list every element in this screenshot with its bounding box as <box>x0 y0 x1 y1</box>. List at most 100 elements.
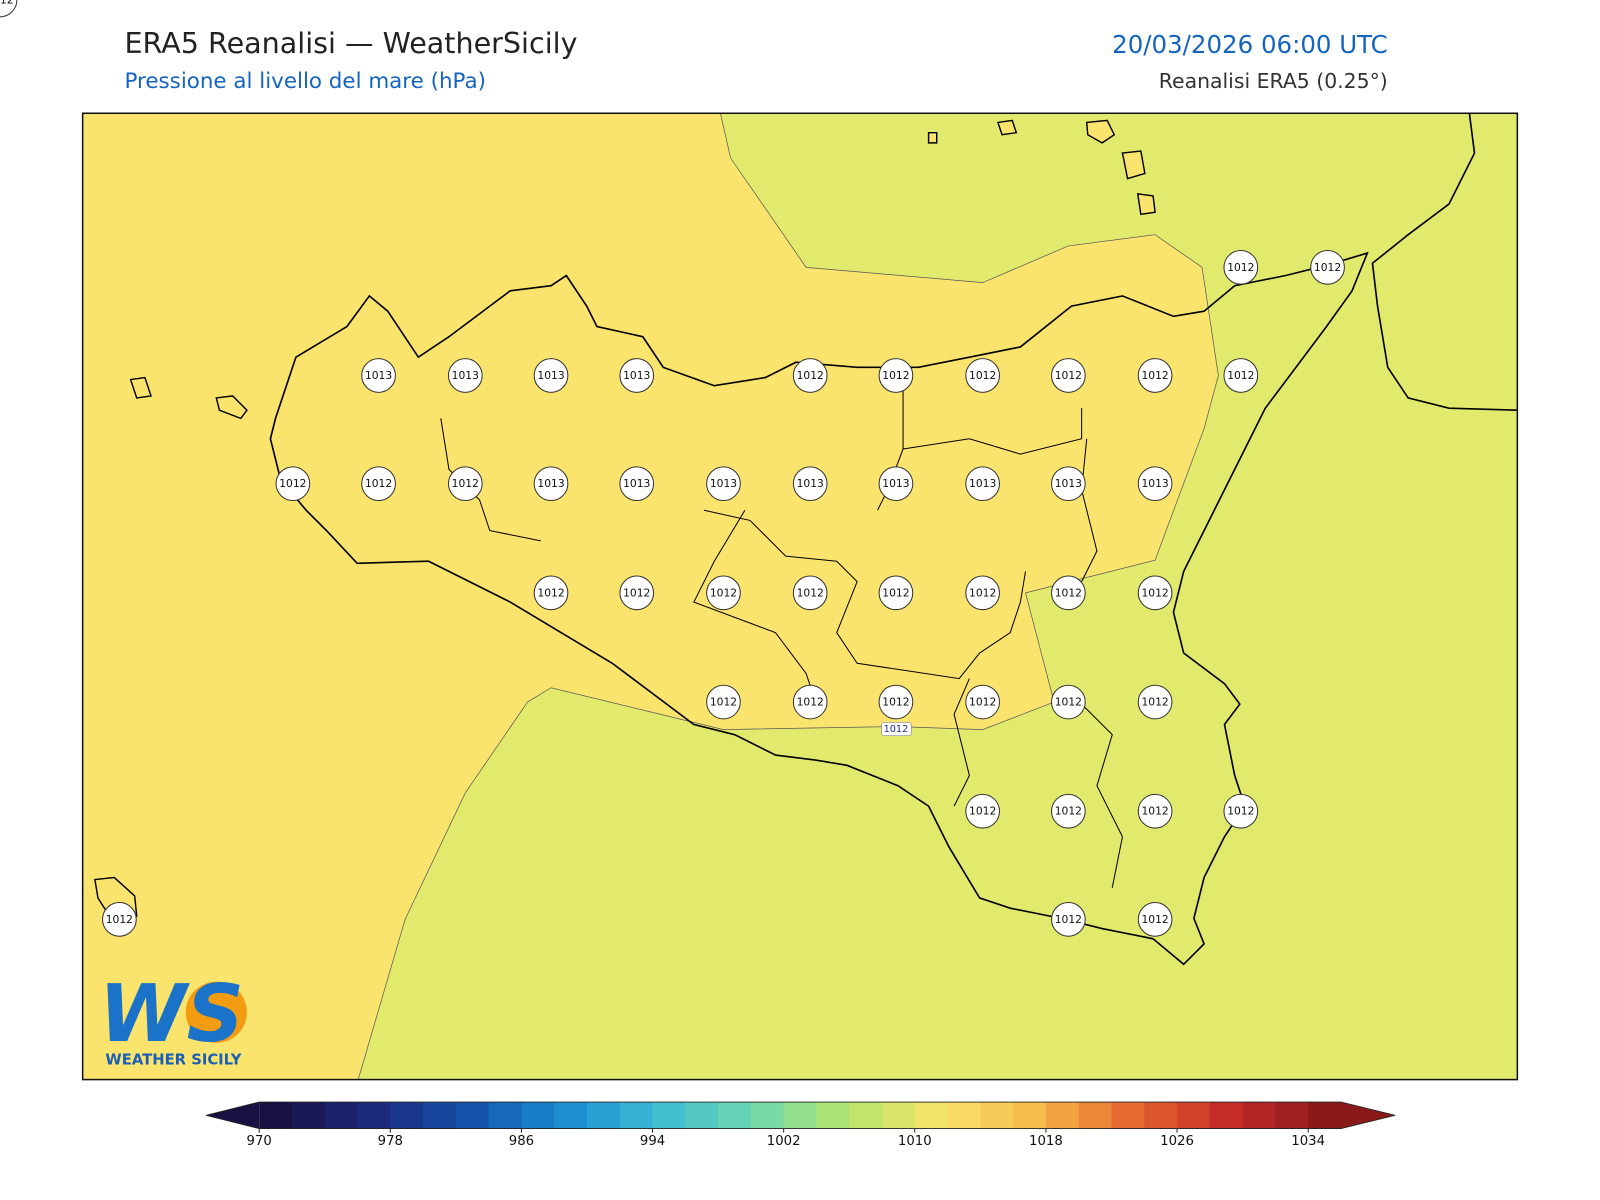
station-value: 1013 <box>537 477 564 490</box>
station-value: 1012 <box>106 913 133 926</box>
station: 1013 <box>706 466 741 502</box>
station-value: 1012 <box>1227 369 1254 382</box>
station-value: 1012 <box>452 477 479 490</box>
station: 1013 <box>447 358 483 393</box>
colorbar-tick-label: 986 <box>509 1134 534 1149</box>
station: 1013 <box>878 466 914 502</box>
station: 1012 <box>619 575 655 611</box>
station-value: 1012 <box>882 696 909 709</box>
island-lipari <box>1085 119 1156 216</box>
station-marker <box>792 466 828 502</box>
island-egadi <box>94 119 1018 922</box>
station-marker <box>792 684 828 720</box>
station: 1012 <box>965 575 1000 611</box>
stations: 1013 1013 1013 1013 1012 1012 1012 1012 1012 1012… <box>0 0 1345 937</box>
colorbar-extend-low <box>206 1102 260 1129</box>
station-value: 1012 <box>1227 261 1254 274</box>
colorbar-segment <box>1111 1102 1145 1129</box>
station-marker <box>965 684 1000 720</box>
station-marker <box>706 466 741 502</box>
colorbar-segment <box>1177 1102 1211 1129</box>
colorbar-segment <box>488 1102 522 1129</box>
station: 1013 <box>1051 466 1086 502</box>
station-marker <box>878 684 914 720</box>
station: 1012 <box>533 575 569 611</box>
colorbar-segment <box>816 1102 850 1129</box>
colorbar-segment <box>1013 1102 1047 1129</box>
station: 1012 <box>792 358 828 393</box>
station-value: 1012 <box>882 586 909 599</box>
contour-label-box <box>881 722 912 737</box>
station: 1012 <box>1137 902 1173 937</box>
colorbar-segment <box>619 1102 654 1129</box>
station: 1012 <box>1051 684 1086 720</box>
station: 1012 <box>102 902 137 937</box>
station: 1012 <box>706 684 741 720</box>
station-value: 1013 <box>882 477 909 490</box>
station: 1012 <box>1223 249 1259 285</box>
colorbar-segment <box>1242 1102 1276 1129</box>
station: 1012 <box>1051 902 1086 937</box>
logo: WS WEATHER SICILY <box>99 967 247 1068</box>
station-value: 1012 <box>1055 586 1082 599</box>
colorbar-extend-high <box>1340 1102 1396 1129</box>
station-marker <box>1051 684 1086 720</box>
station-marker <box>1310 249 1345 285</box>
colorbar-segment <box>652 1102 686 1129</box>
station-value: 1013 <box>710 477 737 490</box>
station-marker <box>1223 358 1259 393</box>
station: 1013 <box>965 466 1000 502</box>
station-marker <box>1137 793 1173 829</box>
colorbar-segment <box>390 1102 424 1129</box>
station-marker <box>1223 793 1259 829</box>
title: ERA5 Reanalisi — WeatherSicily <box>124 26 577 60</box>
station-value: 1013 <box>797 477 824 490</box>
station: 1012 <box>965 358 1000 393</box>
station-marker <box>533 358 569 393</box>
station: 1012 <box>965 793 1000 829</box>
station-value: 1012 <box>1314 261 1341 274</box>
station-marker <box>275 466 311 502</box>
colorbar-segment <box>291 1102 326 1129</box>
station-marker <box>0 0 18 18</box>
colorbar-segment <box>914 1102 949 1129</box>
colorbar-segment <box>1308 1102 1342 1129</box>
station-value: 1012 <box>969 805 996 818</box>
colorbar-tick-label: 1010 <box>898 1134 932 1149</box>
coastline-calabria <box>1371 113 1518 412</box>
colorbar-segment <box>586 1102 621 1129</box>
station-marker <box>1051 793 1086 829</box>
coastline-sicily <box>269 251 1369 966</box>
station-marker <box>533 575 569 611</box>
station: 1012 <box>878 358 914 393</box>
station-marker <box>1137 575 1173 611</box>
station-marker <box>878 466 914 502</box>
station: 1012 <box>1137 575 1173 611</box>
station-value: 1012 <box>0 0 14 7</box>
station-marker <box>706 684 741 720</box>
station-value: 1013 <box>623 477 650 490</box>
colorbar-segment <box>455 1102 490 1129</box>
logo-text: WEATHER SICILY <box>105 1051 241 1068</box>
station: 1012 <box>792 684 828 720</box>
station-value: 1012 <box>279 477 306 490</box>
station-value: 1012 <box>797 369 824 382</box>
station-marker <box>102 902 137 937</box>
station: 1013 <box>533 466 569 502</box>
station-marker <box>965 575 1000 611</box>
map-frame <box>81 112 1519 1081</box>
station-marker <box>878 358 914 393</box>
station-marker <box>965 793 1000 829</box>
station-value: 1012 <box>1055 913 1082 926</box>
station-value: 1012 <box>1141 913 1168 926</box>
station: 1012 <box>447 466 483 502</box>
station: 1012 <box>1310 249 1345 285</box>
station-value: 1012 <box>969 369 996 382</box>
station-marker <box>1051 902 1086 937</box>
station-value: 1013 <box>365 369 392 382</box>
station-value: 1012 <box>1055 369 1082 382</box>
station: 1012 <box>965 684 1000 720</box>
colorbar-segment <box>783 1102 817 1129</box>
station-marker <box>965 358 1000 393</box>
